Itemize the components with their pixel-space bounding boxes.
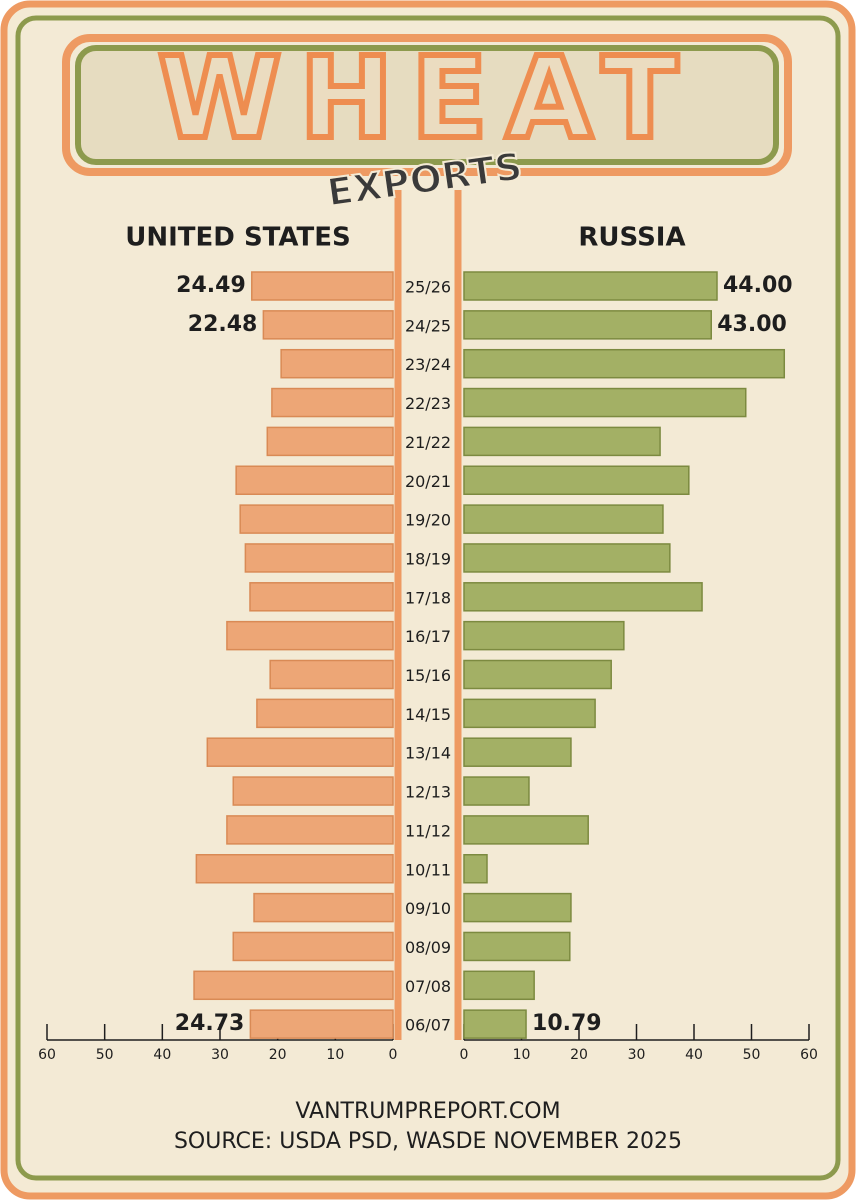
bar bbox=[463, 620, 625, 651]
category-label: 08/09 bbox=[405, 938, 451, 957]
bar bbox=[463, 310, 712, 340]
bar bbox=[463, 387, 747, 418]
value-label: 24.49 bbox=[176, 273, 246, 298]
bar bbox=[244, 543, 394, 573]
x-tick-label: 20 bbox=[570, 1047, 588, 1063]
inner-frame bbox=[15, 15, 841, 1181]
footer-text: SOURCE: USDA PSD, WASDE NOVEMBER 2025 bbox=[174, 1129, 682, 1154]
x-tick-label: 10 bbox=[326, 1047, 344, 1063]
value-label: 43.00 bbox=[717, 312, 787, 337]
bar bbox=[195, 854, 394, 884]
bar bbox=[463, 737, 572, 767]
x-tick-label: 10 bbox=[513, 1047, 531, 1063]
category-label: 13/14 bbox=[405, 744, 451, 763]
bar bbox=[249, 1009, 394, 1039]
category-label: 19/20 bbox=[405, 511, 451, 530]
bar bbox=[463, 892, 572, 923]
footer-text: VANTRUMPREPORT.COM bbox=[295, 1099, 560, 1124]
x-tick-label: 0 bbox=[460, 1047, 469, 1063]
x-tick-label: 50 bbox=[743, 1047, 761, 1063]
category-label: 18/19 bbox=[405, 549, 451, 568]
bar bbox=[256, 698, 394, 729]
category-label: 20/21 bbox=[405, 472, 451, 491]
category-label: 14/15 bbox=[405, 705, 451, 724]
category-label: 15/16 bbox=[405, 666, 451, 685]
bar bbox=[193, 970, 394, 1001]
category-label: 24/25 bbox=[405, 316, 451, 335]
bar bbox=[262, 310, 394, 340]
x-tick-label: 20 bbox=[269, 1047, 287, 1063]
x-tick-label: 0 bbox=[389, 1047, 398, 1063]
x-tick-label: 60 bbox=[38, 1047, 56, 1063]
category-label: 21/22 bbox=[405, 433, 451, 452]
bar bbox=[235, 465, 394, 495]
bar bbox=[226, 815, 394, 845]
bar bbox=[463, 426, 661, 457]
bar bbox=[463, 970, 535, 1001]
bar bbox=[463, 776, 530, 806]
category-label: 16/17 bbox=[405, 627, 451, 646]
bar bbox=[280, 348, 394, 379]
bar bbox=[463, 348, 786, 379]
bar bbox=[249, 582, 394, 612]
bar bbox=[463, 465, 690, 495]
series-name: UNITED STATES bbox=[125, 223, 350, 253]
bar bbox=[253, 892, 394, 923]
bar bbox=[269, 659, 394, 690]
bar bbox=[463, 854, 488, 884]
title-box bbox=[75, 45, 779, 165]
bar bbox=[463, 504, 664, 534]
bar bbox=[271, 387, 394, 418]
bar bbox=[226, 620, 394, 651]
category-label: 23/24 bbox=[405, 355, 451, 374]
x-tick-label: 60 bbox=[800, 1047, 818, 1063]
bar bbox=[463, 582, 703, 612]
x-tick-label: 30 bbox=[628, 1047, 646, 1063]
x-tick-label: 40 bbox=[153, 1047, 171, 1063]
bar bbox=[463, 1009, 527, 1039]
bar bbox=[463, 543, 671, 573]
bar bbox=[232, 776, 394, 806]
bar bbox=[232, 931, 394, 962]
bar bbox=[463, 271, 718, 301]
category-label: 06/07 bbox=[405, 1016, 451, 1035]
x-tick-label: 50 bbox=[96, 1047, 114, 1063]
value-label: 22.48 bbox=[188, 312, 258, 337]
title-box-outer bbox=[62, 34, 792, 176]
bar bbox=[463, 698, 596, 729]
category-label: 25/26 bbox=[405, 278, 451, 297]
series-name: RUSSIA bbox=[578, 223, 685, 253]
category-label: 17/18 bbox=[405, 588, 451, 607]
bar bbox=[251, 271, 394, 301]
bar bbox=[239, 504, 394, 534]
value-label: 24.73 bbox=[175, 1011, 245, 1036]
bar bbox=[463, 931, 571, 962]
category-label: 12/13 bbox=[405, 783, 451, 802]
category-label: 22/23 bbox=[405, 394, 451, 413]
bar bbox=[463, 815, 589, 845]
bar bbox=[463, 659, 612, 690]
category-label: 07/08 bbox=[405, 977, 451, 996]
x-tick-label: 30 bbox=[211, 1047, 229, 1063]
x-tick-label: 40 bbox=[685, 1047, 703, 1063]
value-label: 10.79 bbox=[532, 1011, 602, 1036]
value-label: 44.00 bbox=[723, 273, 793, 298]
category-label: 10/11 bbox=[405, 860, 451, 879]
category-label: 09/10 bbox=[405, 899, 451, 918]
bar bbox=[266, 426, 394, 457]
chart-title: WHEAT bbox=[158, 34, 696, 164]
category-label: 11/12 bbox=[405, 821, 451, 840]
bar bbox=[206, 737, 394, 767]
